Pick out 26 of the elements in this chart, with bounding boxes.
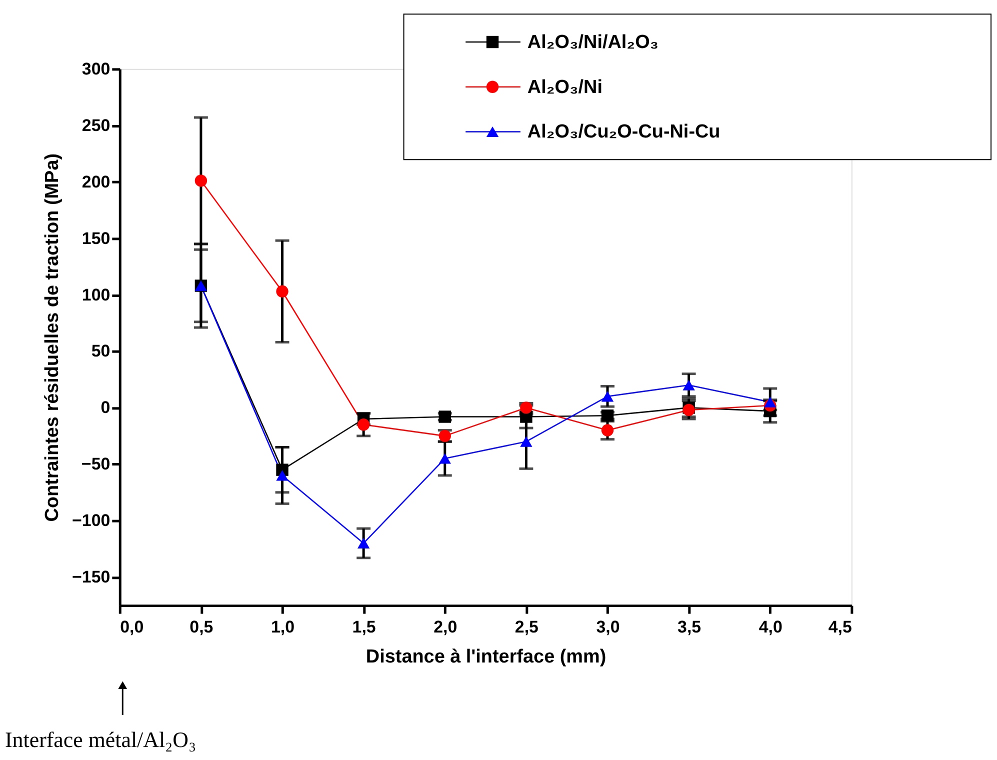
text: Interface métal/Al₂O₃ — [4, 726, 196, 752]
legend-label: Al₂O₃/Cu₂O-Cu-Ni-Cu — [527, 122, 720, 143]
legend-label: Al₂O₃/Ni — [527, 76, 602, 98]
y-tick-label: 150 — [82, 228, 110, 248]
x-tick-label: 2,5 — [514, 618, 538, 637]
x-tick-label: 1,0 — [270, 618, 295, 637]
x-tick-label: 0,0 — [120, 618, 144, 637]
y-tick-label: 250 — [82, 116, 110, 135]
y-tick-label: −50 — [81, 454, 110, 474]
y-tick-label: 100 — [82, 285, 110, 304]
x-tick-label: 0,5 — [190, 618, 214, 637]
x-tick-label: 2,0 — [434, 618, 458, 637]
y-tick-label: 50 — [91, 342, 110, 361]
y-axis-title: Contraintes résiduelles de traction (MPa) — [42, 153, 64, 522]
x-tick-label: 4,5 — [828, 618, 852, 637]
x-tick-label: 3,0 — [596, 618, 620, 637]
x-tick-label: 4,0 — [758, 618, 782, 637]
y-tick-label: −150 — [72, 568, 110, 587]
legend-label: Al₂O₃/Ni/Al₂O₃ — [527, 32, 659, 53]
y-tick-label: 200 — [82, 172, 110, 192]
y-tick-label: 0 — [100, 398, 110, 418]
y-tick-label: −100 — [72, 511, 110, 530]
x-tick-label: 3,5 — [678, 618, 702, 637]
x-axis-title: Distance à l'interface (mm) — [366, 646, 606, 668]
x-tick-label: 1,5 — [352, 618, 376, 637]
y-tick-label: 300 — [82, 59, 110, 78]
